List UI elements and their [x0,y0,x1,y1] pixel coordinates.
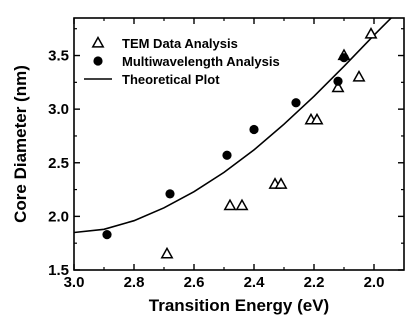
y-tick-label: 3.5 [48,48,69,65]
tem-data-point [331,80,345,93]
legend-label: Multiwavelength Analysis [122,54,280,69]
y-axis-title: Core Diameter (nm) [11,65,30,223]
theoretical-curve [74,18,393,234]
legend: TEM Data Analysis Multiwavelength Analysi… [84,35,280,87]
tem-data-point [310,112,324,125]
tem-data-point [274,177,288,189]
tem-data-point [223,198,237,211]
curve-layer [74,18,393,234]
x-tick-label: 2.6 [184,274,205,291]
x-tick-label: 2.2 [304,274,325,291]
y-tick-label: 3.0 [48,101,69,118]
x-axis-title: Transition Energy (eV) [149,296,329,315]
tem-data-point [352,69,366,82]
y-tick-label: 2.0 [48,208,69,225]
x-tick-label: 2.8 [124,274,145,291]
multiwavelength-data-point [291,98,301,108]
ticks-layer: 3.0 2.8 2.6 2.4 2.2 2.0 1.5 2.0 2.5 3.0 3.5 [48,18,404,291]
x-tick-label: 3.0 [64,274,85,291]
multiwavelength-data-point [165,189,175,199]
plot-frame [73,17,405,271]
points-layer [102,27,378,259]
y-tick-label: 2.5 [48,155,69,172]
multiwavelength-data-point [339,53,349,63]
legend-label: TEM Data Analysis [122,36,238,51]
tem-data-point [235,198,249,211]
multiwavelength-data-point [222,150,232,160]
y-tick-label: 1.5 [48,262,69,279]
multiwavelength-data-point [333,76,343,86]
legend-multiwavelength-marker [93,56,103,66]
tem-data-point [160,246,174,259]
multiwavelength-data-point [102,230,112,240]
legend-tem-marker [91,35,105,48]
multiwavelength-data-point [249,124,259,135]
legend-label: Theoretical Plot [122,72,220,87]
x-tick-label: 2.0 [364,274,385,291]
x-tick-label: 2.4 [244,274,266,291]
tem-data-point [364,27,378,39]
